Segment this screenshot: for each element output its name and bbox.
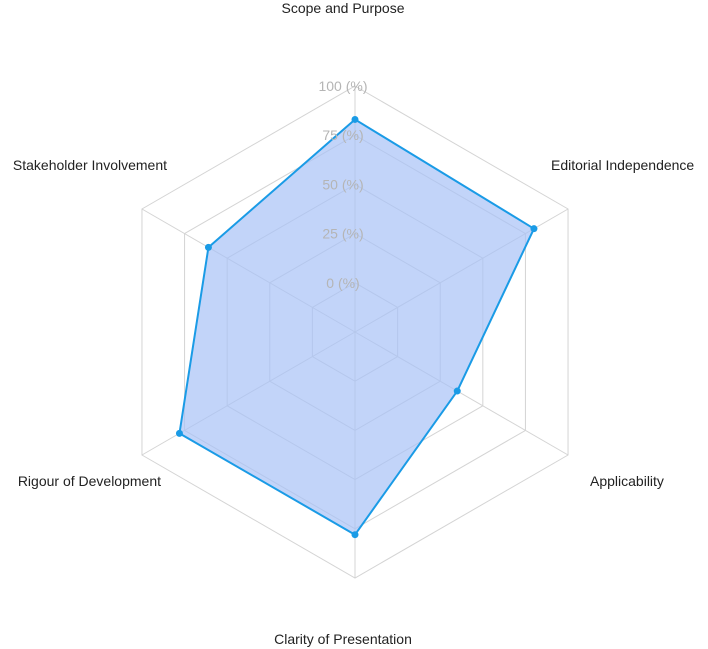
series-layer [175,115,538,539]
data-point [453,387,461,395]
axis-label: Editorial Independence [551,157,694,173]
axis-label: Clarity of Presentation [274,631,412,647]
data-point [351,531,359,539]
data-point [530,225,538,233]
data-point [351,115,359,123]
axis-label: Applicability [590,473,664,489]
tick-label-layer: 0 (%) 25 (%) 50 (%) 75 (%) 100 (%) [318,78,367,291]
tick-label: 25 (%) [322,226,363,242]
tick-label: 50 (%) [322,176,363,192]
axis-label: Stakeholder Involvement [13,157,167,173]
data-point [175,429,183,437]
tick-label: 75 (%) [322,127,363,143]
data-point [204,243,212,251]
axis-label-layer: Scope and Purpose Editorial Independence A… [13,0,695,647]
tick-label: 0 (%) [326,275,359,291]
axis-label: Scope and Purpose [282,0,405,16]
axis-label: Rigour of Development [18,473,161,489]
tick-label: 100 (%) [318,78,367,94]
